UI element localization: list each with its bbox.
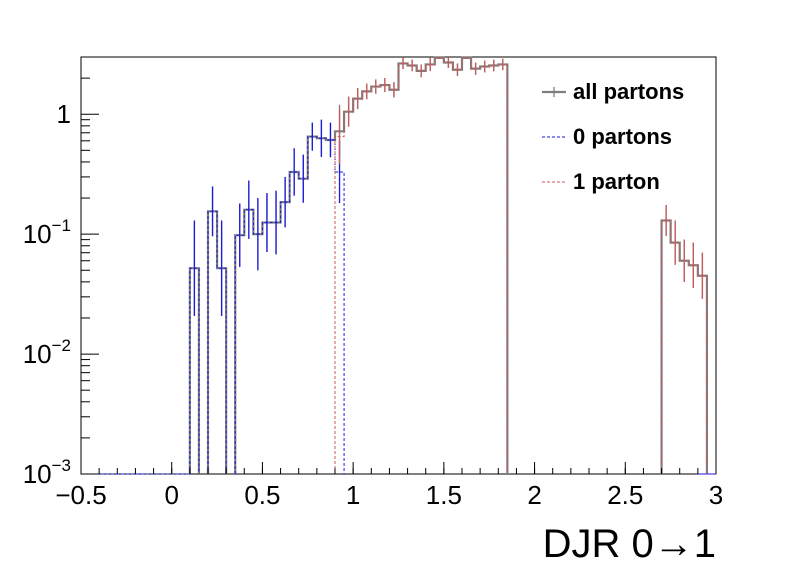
x-tick-label: 1	[346, 480, 360, 510]
y-tick-label: 1	[57, 99, 71, 129]
legend-label: 0 partons	[573, 124, 672, 149]
series-line	[188, 56, 709, 474]
x-tick-label: 0.5	[244, 480, 280, 510]
y-tick-label: 10−3	[23, 456, 71, 489]
legend-label: 1 parton	[573, 169, 660, 194]
x-tick-label: −0.5	[55, 480, 106, 510]
x-tick-label: 2.5	[607, 480, 643, 510]
axes-layer: −0.5 0 0.5 1 1.5 2 2.5 3 1 10−1 10−2 10−3	[23, 56, 723, 510]
x-tick-label: 3	[709, 480, 723, 510]
series-all-partons	[188, 56, 709, 474]
series-layer	[81, 56, 716, 475]
x-axis-title: DJR 0→1	[543, 522, 716, 566]
x-tick-label: 1.5	[426, 480, 462, 510]
y-tick-label: 10−1	[23, 216, 71, 249]
series-line	[334, 57, 708, 474]
y-tick-label: 10−2	[23, 336, 71, 369]
x-tick-label: 2	[527, 480, 541, 510]
series-1-parton	[334, 57, 708, 474]
legend: all partons 0 partons 1 parton	[542, 79, 684, 194]
x-tick-label: 0	[164, 480, 178, 510]
legend-label: all partons	[573, 79, 684, 104]
plot-frame	[80, 56, 717, 475]
